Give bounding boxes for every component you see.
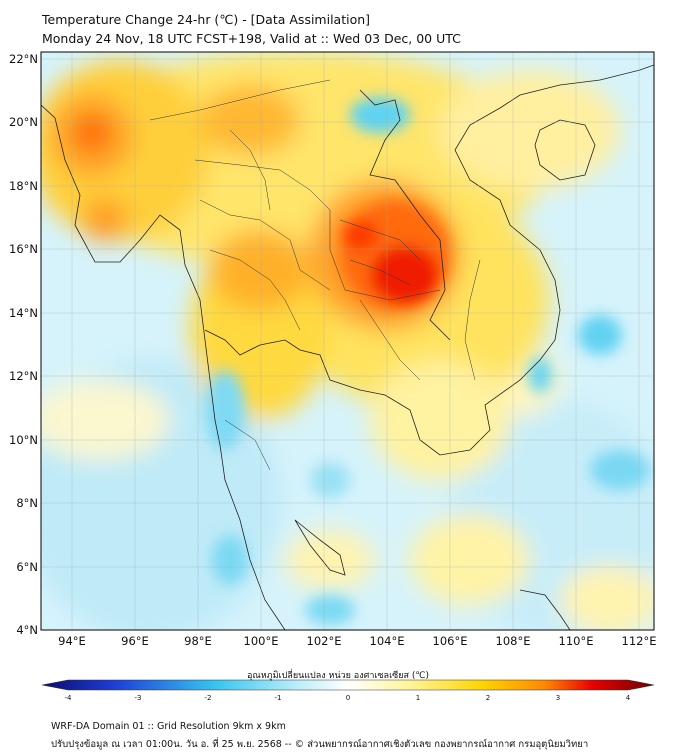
colorbar-label: อุณหภูมิเปลี่ยนแปลง หน่วย องศาเซลเซียส (… <box>246 671 430 681</box>
colorbar: -4 -3 -2 -1 0 1 2 3 4 <box>41 679 655 702</box>
colorbar-strip <box>41 679 655 691</box>
lat-tick: 6°N <box>16 560 38 574</box>
lon-tick: 98°E <box>184 634 212 648</box>
colorbar-tick: -2 <box>205 694 212 702</box>
colorbar-tick: 4 <box>626 694 631 702</box>
map-frame <box>40 51 655 631</box>
lon-tick: 106°E <box>433 634 468 648</box>
lat-tick: 12°N <box>9 369 38 383</box>
coastlines <box>41 64 654 630</box>
lat-tick: 22°N <box>9 52 38 66</box>
lat-tick: 10°N <box>9 433 38 447</box>
colorbar-tick: 0 <box>346 694 350 702</box>
colorbar-tick: -3 <box>135 694 142 702</box>
lat-tick: 14°N <box>9 306 38 320</box>
colorbar-tick: 1 <box>416 694 420 702</box>
lon-tick: 112°E <box>622 634 657 648</box>
colorbar-tick: 3 <box>556 694 560 702</box>
lon-tick: 102°E <box>307 634 342 648</box>
colorbar-tick: -4 <box>65 694 73 702</box>
footer-model-info: WRF-DA Domain 01 :: Grid Resolution 9km … <box>51 721 286 732</box>
lon-tick: 110°E <box>559 634 594 648</box>
temperature-field <box>41 52 654 630</box>
graticule <box>41 52 654 630</box>
lon-tick: 94°E <box>58 634 86 648</box>
colorbar-tick: -1 <box>275 694 282 702</box>
lat-tick: 18°N <box>9 179 38 193</box>
lon-tick: 100°E <box>244 634 279 648</box>
lat-tick: 8°N <box>16 496 38 510</box>
footer-update-info: ปรับปรุงข้อมูล ณ เวลา 01:00น. วัน อ. ที่… <box>51 739 589 750</box>
colorbar-tick: 2 <box>486 694 490 702</box>
lon-tick: 96°E <box>121 634 149 648</box>
map-subtitle: Monday 24 Nov, 18 UTC FCST+198, Valid at… <box>42 31 461 46</box>
colorbar-ticks: -4 -3 -2 -1 0 1 2 3 4 <box>65 694 631 702</box>
lat-tick: 16°N <box>9 242 38 256</box>
map-title: Temperature Change 24-hr (℃) - [Data Ass… <box>42 12 371 27</box>
lon-tick-labels: 94°E 96°E 98°E 100°E 102°E 104°E 106°E 1… <box>58 634 656 648</box>
lat-tick-labels: 22°N 20°N 18°N 16°N 14°N 12°N 10°N 8°N 6… <box>9 52 38 637</box>
lat-tick: 20°N <box>9 115 38 129</box>
lon-tick: 104°E <box>370 634 405 648</box>
lat-tick: 4°N <box>16 623 38 637</box>
lon-tick: 108°E <box>496 634 531 648</box>
